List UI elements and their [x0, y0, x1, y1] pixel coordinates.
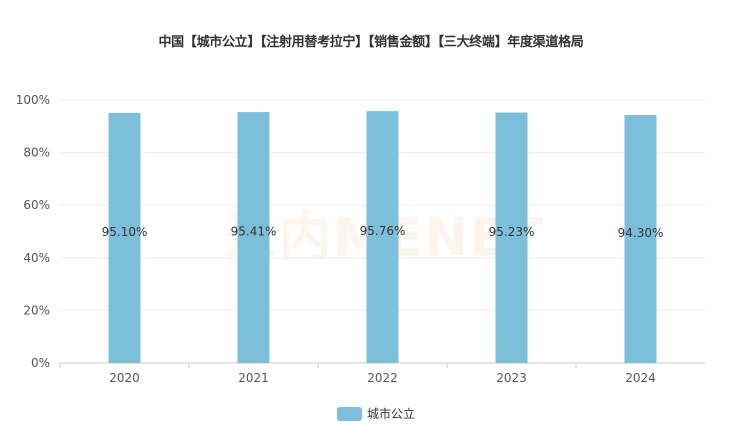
data-label: 95.23%	[489, 225, 535, 239]
y-tick-label: 100%	[16, 93, 50, 107]
data-label: 95.41%	[231, 225, 277, 239]
y-tick-label: 60%	[23, 198, 50, 212]
bar	[366, 111, 399, 363]
bar	[624, 114, 657, 363]
x-tick-label: 2023	[496, 371, 527, 385]
y-tick-label: 20%	[23, 303, 50, 317]
data-label: 95.10%	[102, 225, 148, 239]
bar	[495, 112, 528, 363]
legend-swatch	[337, 406, 362, 421]
data-label: 94.30%	[618, 226, 664, 240]
y-tick-label: 40%	[23, 251, 50, 265]
y-tick-label: 80%	[23, 146, 50, 160]
bar	[237, 112, 270, 363]
legend-label: 城市公立	[367, 407, 416, 421]
bar	[108, 112, 141, 364]
x-tick-label: 2020	[109, 371, 140, 385]
x-tick-label: 2022	[367, 371, 398, 385]
chart-title: 中国【城市公立】【注射用替考拉宁】【销售金额】【三大终端】年度渠道格局	[158, 35, 584, 50]
x-tick-label: 2021	[238, 371, 269, 385]
data-label: 95.76%	[360, 224, 406, 238]
x-tick-label: 2024	[625, 371, 656, 385]
legend[interactable]: 城市公立	[337, 405, 415, 422]
y-tick-label: 0%	[31, 356, 50, 370]
